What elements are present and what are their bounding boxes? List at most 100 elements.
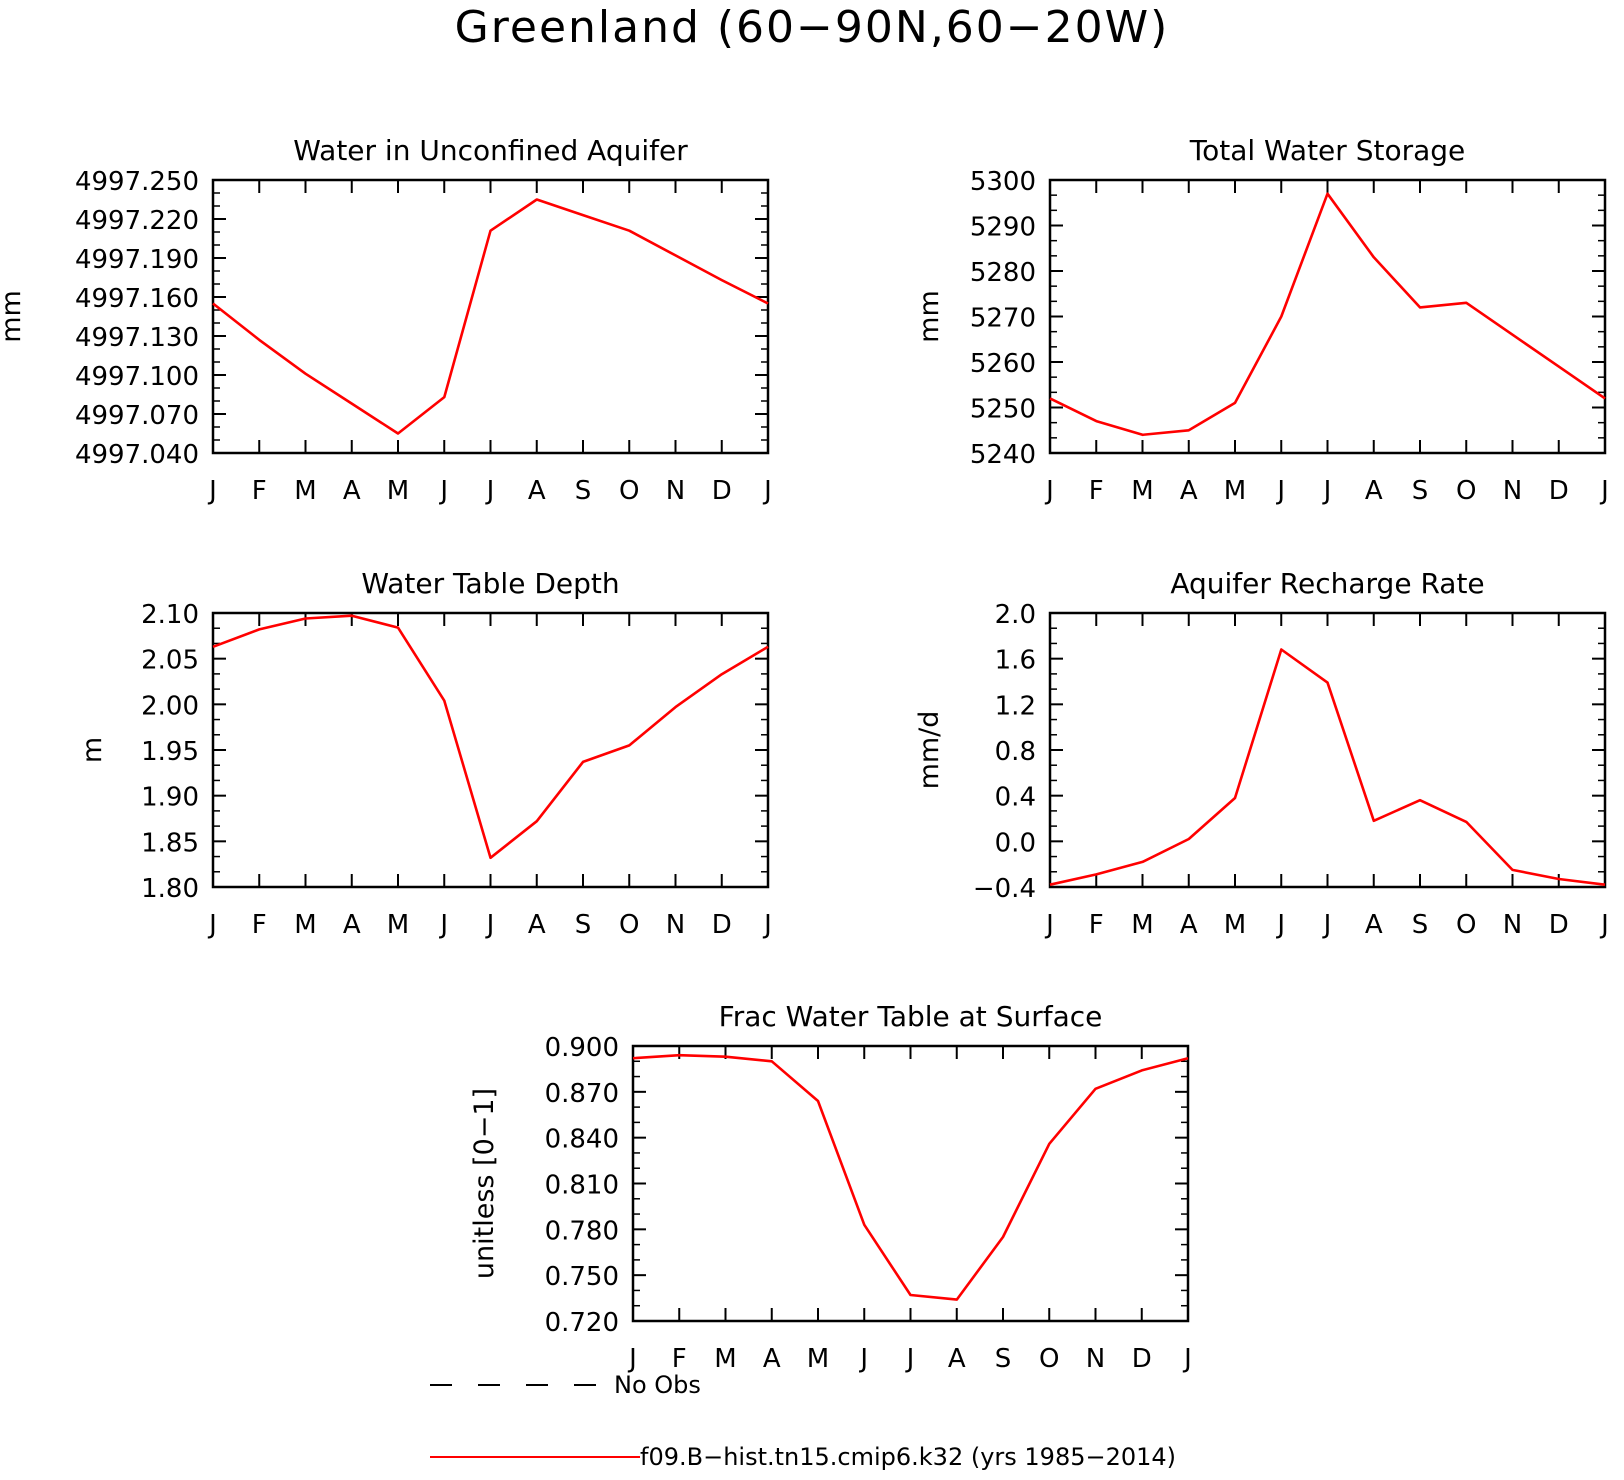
- x-tick-label: J: [207, 910, 217, 940]
- y-tick-label: 5290: [970, 213, 1036, 243]
- x-tick-label: M: [714, 1344, 736, 1374]
- x-tick-label: O: [1456, 910, 1476, 940]
- y-tick-label: −0.4: [973, 874, 1036, 904]
- chart-svg: J F M A M J J A S O N D J0.7200.7500.7800.8100.8400.…: [469, 1000, 1192, 1374]
- x-tick-label: N: [1503, 910, 1522, 940]
- series-line: [212, 198, 769, 435]
- y-tick-label: 0.810: [545, 1171, 619, 1201]
- x-tick-label: S: [575, 476, 592, 506]
- x-tick-label: J: [762, 910, 772, 940]
- x-tick-label: A: [343, 476, 361, 506]
- y-tick-label: 1.90: [141, 783, 199, 813]
- legend-solid-line-swatch: [430, 1456, 640, 1458]
- x-tick-label: S: [1412, 476, 1429, 506]
- x-tick-label: N: [1503, 476, 1522, 506]
- x-tick-label: A: [1365, 910, 1383, 940]
- y-tick-label: 0.840: [545, 1125, 619, 1155]
- x-tick-label: J: [1182, 1344, 1192, 1374]
- x-tick-label: D: [1132, 1344, 1152, 1374]
- y-tick-label: 0.900: [545, 1033, 619, 1063]
- y-tick-label: 1.2: [995, 691, 1036, 721]
- x-tick-label: D: [712, 910, 732, 940]
- chart-svg: J F M A M J J A S O N D J4997.0404997.0704997.100499…: [0, 134, 772, 506]
- x-tick-label: M: [1131, 910, 1153, 940]
- panel-water-unconfined-aquifer: J F M A M J J A S O N D J 4997.040 4997.070 4997.100 499…: [0, 60, 1624, 1480]
- y-tick-label: 1.95: [141, 737, 199, 767]
- y-tick-label: 1.85: [141, 828, 199, 858]
- series-line: [212, 614, 769, 860]
- y-tick-label: 5260: [970, 349, 1036, 379]
- x-tick-label: J: [438, 476, 448, 506]
- y-tick-label: 0.0: [995, 828, 1036, 858]
- x-tick-label: F: [252, 476, 267, 506]
- y-tick-label: 0.720: [545, 1308, 619, 1338]
- x-tick-label: M: [294, 476, 316, 506]
- y-tick-label: 4997.040: [75, 440, 199, 470]
- x-tick-label: O: [1039, 1344, 1059, 1374]
- x-tick-label: J: [1275, 910, 1285, 940]
- x-tick-label: J: [1599, 910, 1609, 940]
- chart-svg: J F M A M J J A S O N D J1.801.851.901.952.002.052.1…: [77, 567, 772, 940]
- x-tick-label: J: [1275, 476, 1285, 506]
- x-tick-label: J: [905, 1344, 915, 1374]
- y-tick-label: 1.80: [141, 874, 199, 904]
- x-tick-label: M: [807, 1344, 829, 1374]
- y-axis-label: m: [77, 737, 108, 763]
- x-tick-label: A: [1180, 476, 1198, 506]
- x-tick-label: A: [528, 476, 546, 506]
- chart-svg: J F M A M J J A S O N D J−0.40.00.40.81.21.62.0Aquif…: [914, 567, 1609, 940]
- y-tick-label: 0.780: [545, 1216, 619, 1246]
- y-tick-label: 2.0: [995, 600, 1036, 630]
- y-axis-label: mm/d: [914, 711, 945, 790]
- panel-title: Water in Unconfined Aquifer: [293, 134, 688, 167]
- x-tick-label: M: [387, 476, 409, 506]
- legend-dashed-line-swatch: [430, 1384, 600, 1386]
- x-tick-label: J: [858, 1344, 868, 1374]
- x-tick-label: D: [712, 476, 732, 506]
- legend: No Obs f09.B−hist.tn15.cmip6.k32 (yrs 19…: [430, 1370, 1330, 1480]
- y-tick-label: 0.750: [545, 1262, 619, 1292]
- legend-item-no-obs: No Obs: [430, 1370, 701, 1400]
- x-tick-label: F: [252, 910, 267, 940]
- x-tick-label: J: [207, 476, 217, 506]
- y-tick-label: 0.4: [995, 783, 1036, 813]
- series-line: [1049, 192, 1606, 437]
- x-tick-label: J: [1322, 476, 1332, 506]
- x-tick-label: A: [948, 1344, 966, 1374]
- x-tick-label: D: [1549, 476, 1569, 506]
- legend-item-model-run: f09.B−hist.tn15.cmip6.k32 (yrs 1985−2014…: [430, 1442, 1176, 1472]
- page-title: Greenland (60−90N,60−20W): [454, 2, 1170, 53]
- x-tick-label: F: [1089, 910, 1104, 940]
- x-tick-label: S: [995, 1344, 1012, 1374]
- x-tick-label: A: [1180, 910, 1198, 940]
- x-tick-label: M: [1224, 910, 1246, 940]
- panel-aquifer-recharge-rate: J F M A M J J A S O N D J −0.4 0.0 0.4 0.8 1.2 1.6 2.0 Aquif…: [0, 60, 1624, 1480]
- x-tick-label: N: [666, 476, 685, 506]
- x-tick-label: F: [1089, 476, 1104, 506]
- x-tick-label: A: [763, 1344, 781, 1374]
- y-tick-label: 4997.190: [75, 245, 199, 275]
- x-tick-label: N: [666, 910, 685, 940]
- series-line: [632, 1053, 1189, 1301]
- x-tick-label: A: [343, 910, 361, 940]
- panel-frac-water-table-surface: J F M A M J J A S O N D J 0.720 0.750 0.780 0.810 0.840 0.…: [0, 60, 1624, 1480]
- x-tick-label: O: [619, 910, 639, 940]
- y-axis-label: mm: [0, 290, 27, 343]
- y-tick-label: 4997.220: [75, 206, 199, 236]
- x-tick-label: J: [762, 476, 772, 506]
- x-tick-label: J: [1322, 910, 1332, 940]
- x-tick-label: O: [1456, 476, 1476, 506]
- x-tick-label: S: [575, 910, 592, 940]
- y-tick-label: 2.10: [141, 600, 199, 630]
- x-tick-label: A: [528, 910, 546, 940]
- x-tick-label: S: [1412, 910, 1429, 940]
- y-axis-label: unitless [0−1]: [469, 1088, 500, 1279]
- y-tick-label: 4997.130: [75, 323, 199, 353]
- x-tick-label: M: [294, 910, 316, 940]
- x-tick-label: J: [1044, 476, 1054, 506]
- panel-title: Aquifer Recharge Rate: [1170, 567, 1484, 600]
- y-tick-label: 2.05: [141, 646, 199, 676]
- y-tick-label: 4997.100: [75, 362, 199, 392]
- x-tick-label: J: [627, 1344, 637, 1374]
- x-tick-label: J: [485, 910, 495, 940]
